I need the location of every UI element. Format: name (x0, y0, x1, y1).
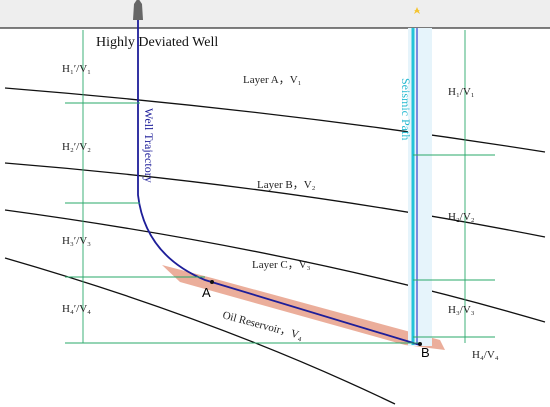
right-label: H₂/V₂ (448, 211, 475, 223)
boundary-bc (4, 162, 546, 238)
left-label: H₄′/V₄ (62, 303, 91, 315)
point-label: B (421, 345, 430, 360)
layer-label: Layer A，V₁ (243, 74, 302, 86)
boundary-c (4, 209, 546, 323)
point-label: A (202, 285, 211, 300)
layer-label: Oil Reservoir，V₄ (221, 309, 304, 342)
well-label: Well Trajectory (142, 108, 156, 183)
right-dimensions (413, 30, 495, 343)
well-title: Highly Deviated Well (96, 35, 218, 50)
boundary-lower (4, 257, 396, 405)
layer-label: Layer C，V₃ (252, 259, 311, 271)
right-label: H₃/V₃ (448, 304, 475, 316)
seismic-source (414, 7, 420, 14)
left-label: H₃′/V₃ (62, 235, 91, 247)
well-trajectory (137, 12, 421, 346)
reservoir (162, 265, 445, 350)
point-b (418, 342, 422, 346)
derrick (133, 0, 143, 20)
layer-label: Layer B，V₂ (257, 179, 316, 191)
point-a (210, 280, 214, 284)
right-label: H₄/V₄ (472, 349, 499, 361)
left-label: H₁′/V₁ (62, 63, 91, 75)
boundary-ab (4, 87, 546, 153)
sky (0, 0, 550, 28)
left-dimensions (65, 30, 420, 344)
seismic-label: Seismic Path (399, 78, 413, 140)
left-label: H₂′/V₂ (62, 141, 91, 153)
right-label: H₁/V₁ (448, 86, 475, 98)
